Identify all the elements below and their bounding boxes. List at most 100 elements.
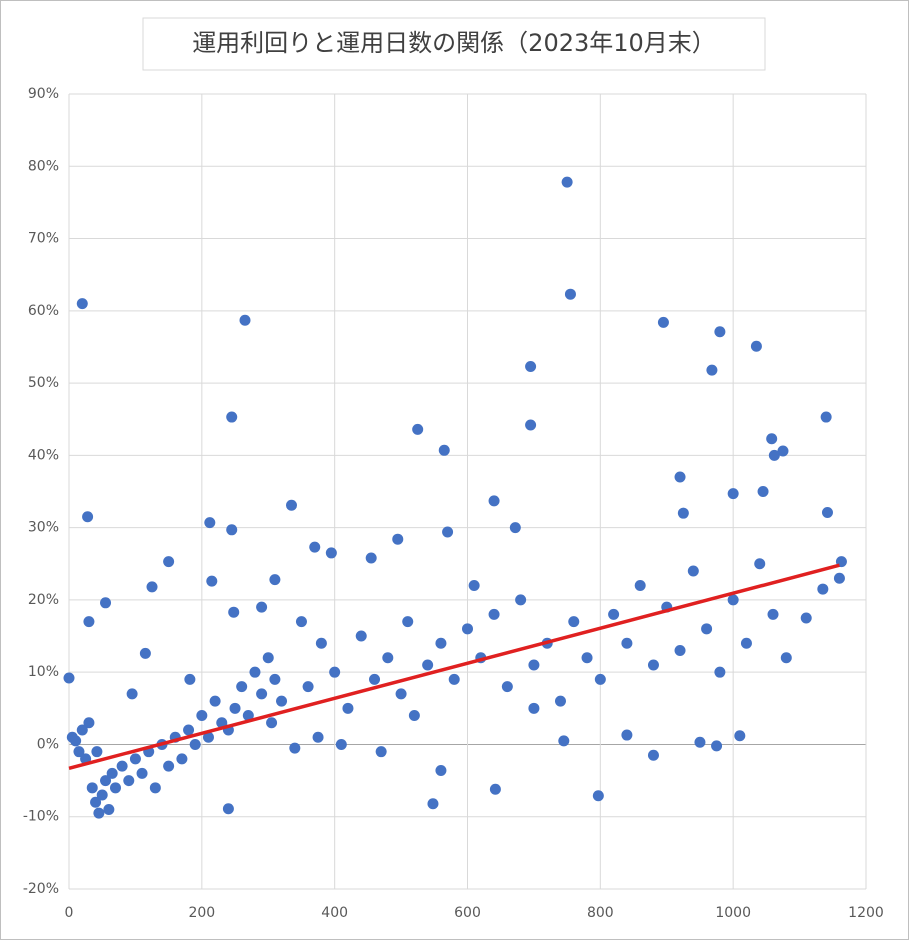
y-tick-label: -20% (23, 881, 59, 897)
point (817, 583, 829, 595)
point (335, 738, 347, 750)
point (727, 488, 739, 500)
point (176, 753, 188, 765)
point (820, 411, 832, 423)
point (229, 702, 241, 714)
title-box (142, 17, 766, 71)
point (302, 681, 314, 693)
point (315, 637, 327, 649)
point (355, 630, 367, 642)
y-tick-label: 70% (28, 231, 59, 247)
point (677, 507, 689, 519)
point (82, 511, 94, 523)
point (525, 360, 537, 372)
point (694, 736, 706, 748)
point (309, 541, 321, 553)
point (435, 637, 447, 649)
point (222, 803, 234, 815)
point (427, 798, 439, 810)
point (129, 753, 141, 765)
x-tick-label: 400 (321, 905, 348, 921)
y-tick-label: 60% (28, 303, 59, 319)
point (163, 556, 175, 568)
y-tick-label: 10% (28, 664, 59, 680)
point (594, 673, 606, 685)
point (242, 710, 254, 722)
point (76, 724, 88, 736)
point (365, 552, 377, 564)
point (70, 735, 82, 747)
point (202, 731, 214, 743)
point (256, 688, 268, 700)
chart-title: 運用利回りと運用日数の関係（2023年10月末） (192, 29, 716, 57)
point (657, 316, 669, 328)
point (448, 673, 460, 685)
point (674, 471, 686, 483)
y-tick-label: -10% (23, 809, 59, 825)
point (468, 579, 480, 591)
point (554, 695, 566, 707)
point (103, 804, 115, 815)
point (489, 783, 501, 795)
point (312, 731, 324, 743)
point (687, 565, 699, 577)
point (116, 760, 128, 772)
point (206, 575, 218, 587)
point (402, 616, 414, 628)
point (408, 710, 420, 722)
point (564, 288, 576, 300)
point (289, 742, 301, 754)
point (706, 364, 718, 376)
point (750, 340, 762, 352)
point (766, 433, 778, 445)
point (249, 666, 261, 678)
point (581, 652, 593, 664)
point (276, 695, 288, 707)
point (123, 775, 135, 787)
point (634, 579, 646, 591)
point (106, 767, 118, 779)
point (568, 616, 580, 628)
y-tick-label: 30% (28, 520, 59, 536)
point (226, 524, 238, 536)
point (435, 764, 447, 776)
point (412, 423, 424, 435)
point (488, 608, 500, 620)
point (126, 688, 138, 700)
point (528, 702, 540, 714)
point (711, 740, 723, 752)
x-tick-label: 1000 (715, 905, 751, 921)
point (780, 652, 792, 664)
point (262, 652, 274, 664)
point (727, 594, 739, 606)
point (189, 738, 201, 750)
point (109, 782, 121, 794)
point (91, 746, 103, 758)
point (488, 495, 500, 507)
point (146, 581, 158, 593)
point (768, 449, 780, 461)
point (139, 647, 151, 659)
point (777, 445, 789, 457)
point (228, 606, 240, 618)
trendline (68, 563, 840, 770)
point (86, 782, 98, 794)
point (422, 659, 434, 671)
point (76, 298, 88, 310)
point (90, 796, 102, 808)
point (73, 746, 85, 758)
x-tick-label: 0 (65, 905, 74, 921)
point (714, 326, 726, 338)
point (462, 623, 473, 635)
point (269, 673, 281, 685)
point (501, 681, 513, 693)
point (509, 522, 521, 534)
point (63, 672, 75, 684)
point (767, 608, 779, 620)
point (325, 547, 337, 559)
point (226, 411, 238, 423)
grid: -20% -10% 0% 10% 20% 30% 40% 50% 60% 70% 80% 90% 0 20… (23, 86, 884, 921)
point (395, 688, 407, 700)
